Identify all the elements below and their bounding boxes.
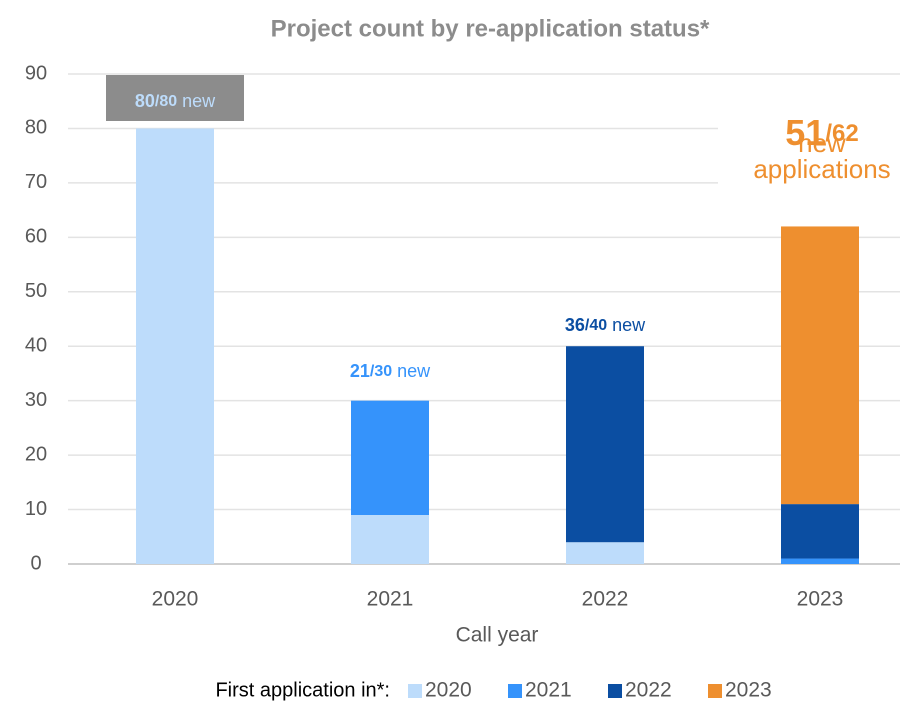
legend-label: 2023 — [725, 679, 772, 702]
annotation-box — [718, 115, 914, 197]
bar-segment — [351, 515, 429, 564]
bar-segment — [781, 558, 859, 564]
x-axis-label: Call year — [456, 624, 539, 647]
x-tick-label: 2020 — [152, 588, 199, 611]
y-tick-label: 60 — [25, 226, 47, 248]
annotation-lead: 21 — [350, 361, 370, 381]
annotation-total: /40 — [585, 317, 607, 334]
legend-swatch — [708, 684, 722, 698]
y-tick-label: 0 — [30, 552, 41, 574]
annotation-text: new — [397, 361, 431, 381]
legend-swatch — [408, 684, 422, 698]
annotation-total: /30 — [370, 363, 392, 380]
annotation-lead: 80 — [135, 91, 155, 111]
annotation-text: new — [612, 315, 646, 335]
annotation-box — [106, 75, 244, 121]
y-tick-label: 10 — [25, 498, 47, 520]
x-tick-label: 2021 — [367, 588, 414, 611]
annotation: 80/80 new — [135, 91, 216, 111]
annotation: 36/40 new — [565, 315, 646, 335]
y-tick-label: 20 — [25, 443, 47, 465]
y-tick-label: 30 — [25, 389, 47, 411]
legend-label: 2021 — [525, 679, 572, 702]
legend-swatch — [608, 684, 622, 698]
annotation: 21/30 new — [350, 361, 431, 381]
annotation-total: /62 — [825, 120, 858, 147]
y-tick-label: 70 — [25, 171, 47, 193]
annotation-lead: 36 — [565, 315, 585, 335]
y-tick-label: 80 — [25, 117, 47, 139]
x-tick-label: 2023 — [797, 588, 844, 611]
legend-title: First application in*: — [215, 679, 390, 701]
annotation-lead: 51 — [785, 112, 825, 153]
annotation-text: applications — [753, 154, 890, 184]
y-tick-label: 90 — [25, 62, 47, 84]
legend-label: 2022 — [625, 679, 672, 702]
x-tick-label: 2022 — [582, 588, 629, 611]
bar-segment — [781, 226, 859, 505]
y-tick-label: 50 — [25, 280, 47, 302]
annotation-total: /80 — [155, 93, 177, 110]
bar-segment — [566, 542, 644, 564]
annotation-text: new — [798, 128, 846, 158]
bar-segment — [136, 128, 214, 564]
bar-segment — [351, 400, 429, 515]
y-tick-label: 40 — [25, 335, 47, 357]
chart-title: Project count by re-application status* — [271, 15, 710, 42]
annotation-text: new — [182, 91, 216, 111]
bar-segment — [566, 346, 644, 543]
legend-label: 2020 — [425, 679, 472, 702]
annotation: 51/62 — [785, 112, 858, 153]
legend-swatch — [508, 684, 522, 698]
bar-segment — [781, 504, 859, 559]
